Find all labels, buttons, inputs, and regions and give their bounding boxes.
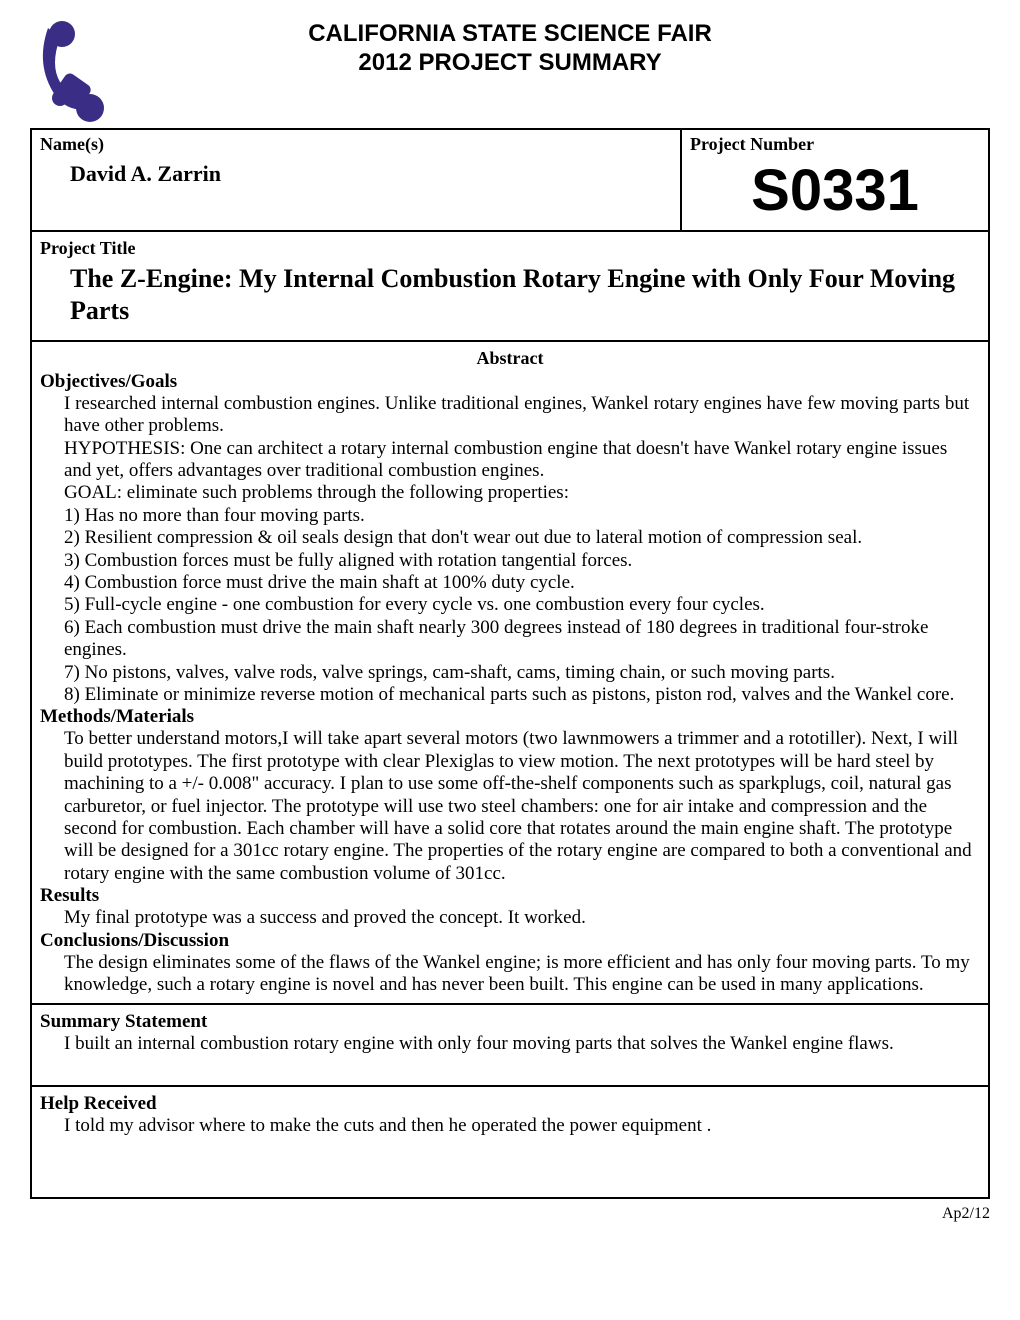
footer-text: Ap2/12: [30, 1199, 990, 1223]
form-box: Name(s) David A. Zarrin Project Number S…: [30, 128, 990, 1200]
objectives-text: I researched internal combustion engines…: [40, 393, 980, 707]
name-project-row: Name(s) David A. Zarrin Project Number S…: [32, 130, 988, 233]
project-title-label: Project Title: [40, 238, 980, 259]
summary-label: Summary Statement: [40, 1011, 980, 1033]
objectives-label: Objectives/Goals: [40, 371, 980, 393]
names-cell: Name(s) David A. Zarrin: [32, 130, 680, 231]
abstract-cell: Abstract Objectives/Goals I researched i…: [32, 342, 988, 1005]
summary-text: I built an internal combustion rotary en…: [40, 1033, 980, 1055]
conclusions-label: Conclusions/Discussion: [40, 930, 980, 952]
project-title-cell: Project Title The Z-Engine: My Internal …: [32, 232, 988, 341]
project-title-value: The Z-Engine: My Internal Combustion Rot…: [40, 259, 980, 325]
help-cell: Help Received I told my advisor where to…: [32, 1087, 988, 1197]
help-label: Help Received: [40, 1093, 980, 1115]
summary-cell: Summary Statement I built an internal co…: [32, 1005, 988, 1087]
abstract-heading: Abstract: [40, 348, 980, 369]
project-number-value: S0331: [690, 155, 980, 223]
logo-icon: [30, 20, 120, 135]
names-value: David A. Zarrin: [40, 155, 672, 187]
conclusions-text: The design eliminates some of the flaws …: [40, 952, 980, 997]
help-text: I told my advisor where to make the cuts…: [40, 1115, 980, 1137]
results-text: My final prototype was a success and pro…: [40, 907, 980, 929]
header-title-line2: 2012 PROJECT SUMMARY: [30, 49, 990, 78]
methods-label: Methods/Materials: [40, 706, 980, 728]
names-label: Name(s): [40, 134, 672, 155]
header-row: CALIFORNIA STATE SCIENCE FAIR 2012 PROJE…: [30, 20, 990, 78]
methods-text: To better understand motors,I will take …: [40, 728, 980, 885]
page-container: CALIFORNIA STATE SCIENCE FAIR 2012 PROJE…: [0, 0, 1020, 1253]
results-label: Results: [40, 885, 980, 907]
header-title-line1: CALIFORNIA STATE SCIENCE FAIR: [30, 20, 990, 49]
project-number-cell: Project Number S0331: [680, 130, 988, 231]
project-number-label: Project Number: [690, 134, 980, 155]
